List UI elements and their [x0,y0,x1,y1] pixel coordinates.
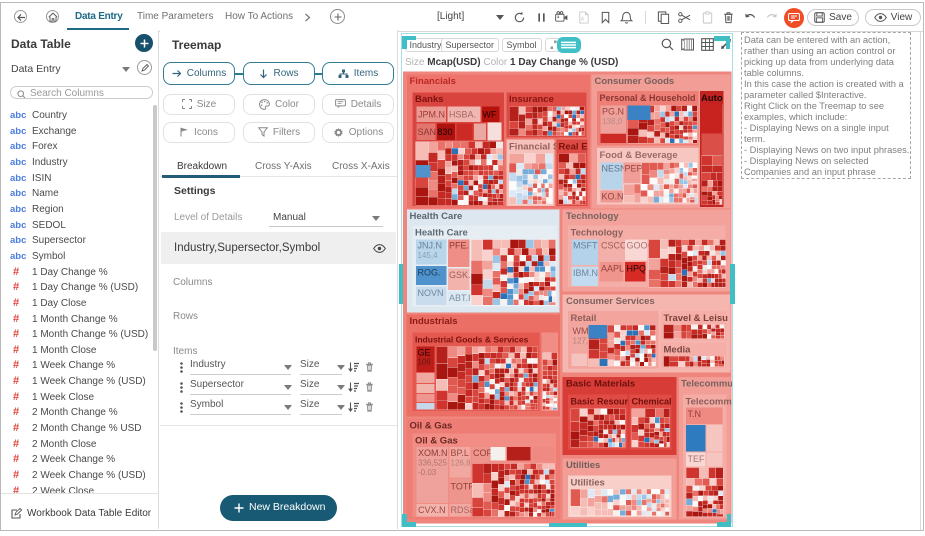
svg-text:Oil & Gas: Oil & Gas [410,421,453,432]
svg-text:WM: WM [573,326,589,336]
svg-text:Oil & Gas: Oil & Gas [415,436,458,447]
svg-text:HSBA.: HSBA. [449,110,476,120]
svg-text:Consumer Goods: Consumer Goods [595,76,675,87]
svg-text:Health Care: Health Care [410,211,463,222]
svg-text:RDSa: RDSa [451,505,475,515]
svg-text:Basic Materials: Basic Materials [566,379,635,390]
svg-text:Auto: Auto [701,93,723,104]
svg-text:127,: 127, [573,337,589,346]
svg-text:TEF: TEF [688,454,706,464]
svg-text:Technology: Technology [566,211,619,222]
svg-text:Media: Media [664,345,692,356]
svg-text:HPQ: HPQ [627,264,647,274]
svg-text:PEP: PEP [625,164,643,174]
svg-text:Financials: Financials [410,76,456,87]
svg-text:Technology: Technology [571,228,624,239]
svg-text:A: A [581,16,585,22]
svg-text:Banks: Banks [415,94,444,105]
svg-text:Health Care: Health Care [415,228,468,239]
svg-text:WF: WF [483,110,497,120]
svg-text:Travel & Leisu: Travel & Leisu [664,313,729,324]
svg-text:KO.N: KO.N [602,192,624,202]
svg-text:Telecommu: Telecommu [681,379,732,390]
svg-text:BP.L: BP.L [451,448,469,458]
svg-text:Telecomm: Telecomm [686,397,732,408]
svg-text:JPM.N: JPM.N [418,110,445,120]
svg-text:Retail: Retail [571,313,597,324]
svg-text:XOM.N: XOM.N [418,448,448,458]
svg-text:GSK.: GSK. [449,270,471,280]
svg-text:IBM.N: IBM.N [573,268,598,278]
svg-text:CSCO: CSCO [601,241,627,251]
svg-text:Insurance: Insurance [509,94,554,105]
svg-text:-0.03: -0.03 [418,468,437,477]
svg-text:138,0: 138,0 [602,117,623,126]
svg-text:COP: COP [473,448,493,458]
svg-text:Chemical: Chemical [632,397,672,407]
svg-text:TOTF: TOTF [451,482,475,492]
svg-text:CVX.N: CVX.N [418,505,446,515]
svg-text:Financial S: Financial S [509,142,559,153]
svg-text:Real E: Real E [559,142,588,153]
svg-text:NESN: NESN [602,164,627,174]
svg-text:Food & Beverage: Food & Beverage [600,150,678,161]
svg-text:PFE.: PFE. [449,241,469,251]
svg-text:Basic Resour: Basic Resour [571,397,629,407]
svg-text:106: 106 [418,358,432,367]
svg-text:126,8: 126,8 [451,459,472,468]
svg-text:ROG.: ROG. [418,268,441,278]
svg-text:336,525: 336,525 [418,459,447,468]
svg-text:GE: GE [418,348,431,358]
svg-text:Industrial Goods & Services: Industrial Goods & Services [415,335,529,345]
svg-text:AAPL: AAPL [601,264,624,274]
svg-text:SAN: SAN [418,127,437,137]
svg-text:JNJ.N: JNJ.N [418,241,443,251]
svg-text:GOOG: GOOG [627,241,655,251]
svg-text:MSFT: MSFT [573,241,598,251]
svg-text:830: 830 [438,127,453,137]
svg-text:Utilities: Utilities [566,460,600,471]
svg-text:PG.N: PG.N [602,107,624,117]
svg-text:ABT.I: ABT.I [449,293,471,303]
svg-text:Industrials: Industrials [410,316,458,327]
svg-text:Utilities: Utilities [571,478,605,489]
svg-text:T.N: T.N [688,409,702,419]
svg-text:Personal & Household: Personal & Household [600,93,696,103]
svg-text:Consumer Services: Consumer Services [566,296,655,307]
svg-text:145,4: 145,4 [418,251,439,260]
svg-text:NOVN: NOVN [418,288,444,298]
